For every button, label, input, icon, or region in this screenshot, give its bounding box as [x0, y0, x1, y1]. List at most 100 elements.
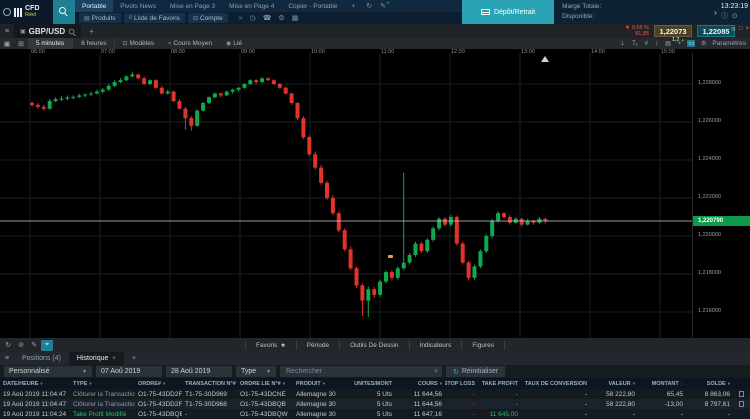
global-search-button[interactable]: [53, 0, 75, 24]
reset-button[interactable]: ↻ Réinitialiser: [446, 366, 506, 377]
column-header-transaction-n[interactable]: TRANSACTION N°#▾: [185, 380, 236, 387]
column-header-ordre[interactable]: ORDRE# ▾: [138, 380, 166, 387]
maximize-icon[interactable]: □: [738, 26, 743, 32]
order-marker-icon[interactable]: [388, 255, 393, 258]
column-header-take-profit[interactable]: TAKE PROFIT: [481, 380, 518, 387]
column-header-solde[interactable]: SOLDE ▾: [706, 380, 730, 387]
chart-bottom-toolbar: ↻ ⊘ ✎ ⌖ Favoris ★ Période Outils De Dessin Indi…: [0, 338, 750, 352]
instrument-search-icon[interactable]: [68, 28, 75, 34]
crosshair-icon[interactable]: +: [677, 40, 682, 47]
scale-tool-icon[interactable]: ↕: [655, 40, 659, 47]
tab-history[interactable]: Historique ×: [68, 352, 124, 365]
timeframe-6-heures[interactable]: 6 heures: [73, 38, 116, 49]
alerts-icon[interactable]: ☎: [262, 15, 272, 22]
time-label: 08:00: [171, 49, 185, 55]
margin-info: Marge Totale: Disponible:: [554, 0, 714, 24]
close-tab-icon[interactable]: ×: [112, 355, 116, 362]
baseline-icon[interactable]: ⊥: [619, 41, 626, 47]
pin-icon[interactable]: ⌖: [41, 339, 53, 351]
column-header-valeur[interactable]: VALEUR ▾: [608, 380, 635, 387]
deposit-withdraw-button[interactable]: Dépôt/Retrait: [462, 0, 555, 24]
clock-icon[interactable]: ◷: [249, 15, 256, 22]
timeframe-5-minutes[interactable]: 5 minutes: [28, 38, 74, 49]
edit-layout-icon[interactable]: ✎ ✔: [380, 0, 391, 10]
toolbar-button-liste-de-favoris[interactable]: ≡ Liste de Favoris: [123, 13, 185, 23]
workspace-tab-item[interactable]: +: [351, 2, 356, 10]
document-icon[interactable]: [739, 391, 744, 397]
workspace-tab-mise-en-page-3[interactable]: Mise en Page 3: [169, 2, 216, 10]
workspace-tab-pivots-news[interactable]: Pivots News: [120, 2, 156, 10]
info-icon[interactable]: ⓘ: [720, 13, 728, 20]
price-axis[interactable]: 1,228000 1,226000 1,224000 1,222000 1,220000…: [692, 53, 750, 338]
text-tool-icon[interactable]: T₁: [632, 40, 638, 47]
chart-settings-label[interactable]: Paramètres: [712, 40, 746, 47]
date-range-select[interactable]: Personnalisé ▼: [4, 366, 92, 377]
column-header-stop-loss[interactable]: STOP LOSS: [445, 380, 475, 387]
column-header-ordre-li-n[interactable]: ORDRE LIÉ N°# ▾: [240, 380, 285, 387]
buy-price-button[interactable]: 1,22085: [697, 25, 735, 37]
date-to-field[interactable]: 28 Aoû 2019: [166, 366, 232, 377]
expand-chevron-icon[interactable]: ›: [714, 7, 717, 17]
toolbar-button-produits[interactable]: ▤ Produits: [79, 13, 121, 23]
chart-menu-icon[interactable]: ≡: [4, 27, 10, 35]
refresh-icon: ↻: [453, 368, 459, 376]
add-panel-tab[interactable]: +: [131, 355, 137, 362]
layers-icon[interactable]: ▤: [665, 41, 671, 47]
column-header-taux-de-conversion[interactable]: TAUX DE CONVERSION: [524, 380, 587, 387]
type-filter-select[interactable]: Type ▼: [236, 366, 276, 377]
workspace-tab-mise-en-page-4[interactable]: Mise en Page 4: [229, 2, 275, 10]
power-icon[interactable]: ⊙: [731, 13, 738, 20]
sort-icon: ▾: [439, 380, 442, 386]
chart-grid-icon[interactable]: ⊞: [18, 40, 24, 48]
document-icon[interactable]: [739, 401, 744, 407]
reset-layout-icon[interactable]: ↻: [366, 3, 373, 10]
profile-icon[interactable]: [3, 8, 11, 16]
date-from-field[interactable]: 07 Aoû 2019: [96, 366, 162, 377]
chart-panel-button-favoris[interactable]: Favoris ★: [245, 340, 297, 350]
grid-tool-icon[interactable]: #: [644, 40, 649, 47]
chart-panel-button-outils-de-dessin[interactable]: Outils De Dessin: [340, 340, 410, 350]
column-header-unit-s-mont[interactable]: UNITÉS/MONT: [354, 380, 392, 387]
column-header-montant[interactable]: MONTANT ↕: [651, 380, 683, 387]
chart-panel-button-indicateurs[interactable]: Indicateurs: [410, 340, 463, 350]
table-row[interactable]: 19 Aoû 2019 11:04:24 Take Profit Modifié O…: [0, 409, 750, 419]
column-header-produit[interactable]: PRODUIT ▾: [296, 380, 326, 387]
chart-tool-li[interactable]: ◉ Lié: [226, 40, 242, 47]
table-row[interactable]: 19 Aoû 2019 11:04:47 Clôturer la Transact…: [0, 399, 750, 409]
chart-panel-button-p-riode[interactable]: Période: [297, 340, 341, 350]
pulse-icon[interactable]: ≈: [238, 14, 243, 22]
search-input[interactable]: [284, 367, 435, 376]
column-header-date-heure[interactable]: DATE/HEURE ▾: [3, 380, 43, 387]
close-window-icon[interactable]: ×: [745, 26, 749, 32]
chart-marker-icon[interactable]: [541, 56, 549, 62]
chart-settings-icon[interactable]: ⚙: [701, 41, 707, 47]
column-header-cours[interactable]: COURS ▾: [417, 380, 442, 387]
workspace-tab-copier-portable[interactable]: Copier - Portable: [288, 2, 338, 10]
refresh-icon[interactable]: ↻: [5, 342, 11, 349]
chart-tool-cours-moyen[interactable]: ≈ Cours Moyen: [168, 40, 213, 47]
logo-block: CFD Réel: [0, 0, 53, 24]
chart-plot-area[interactable]: [0, 53, 692, 338]
chart-panel-button-figures[interactable]: Figures: [462, 340, 505, 350]
tab-positions[interactable]: Positions (4): [22, 355, 61, 362]
sort-icon: ▾: [282, 380, 285, 386]
chart-window-icon[interactable]: ▣: [3, 40, 11, 48]
chart-tool-mod-les[interactable]: ⊡ Modèles: [122, 40, 155, 47]
clear-search-icon[interactable]: ×: [434, 368, 438, 375]
selection-tool-icon[interactable]: ▭: [687, 40, 695, 47]
pencil-icon[interactable]: ✎: [31, 342, 37, 349]
column-header-type[interactable]: TYPE ▾: [73, 380, 92, 387]
gear-icon[interactable]: ⚙: [278, 15, 285, 22]
add-instrument-tab[interactable]: +: [89, 26, 94, 36]
window-menu-icon[interactable]: ≣: [730, 27, 736, 33]
layout-icon[interactable]: ▦: [291, 15, 299, 22]
workspace-tab-portable[interactable]: Portable: [75, 0, 114, 12]
disable-icon[interactable]: ⊘: [18, 342, 24, 349]
table-row[interactable]: 19 Aoû 2019 11:04:47 Clôturer la Transact…: [0, 389, 750, 399]
instrument-tab[interactable]: ▣ GBP/USD: [14, 24, 82, 38]
chevron-down-icon: ▼: [82, 368, 87, 375]
toolbar-button-compte[interactable]: ⊟ Compte: [187, 13, 228, 23]
sort-icon: ▾: [40, 380, 43, 386]
sell-price-button[interactable]: 1,22073: [654, 25, 692, 37]
panel-menu-icon[interactable]: ≡: [4, 355, 10, 362]
